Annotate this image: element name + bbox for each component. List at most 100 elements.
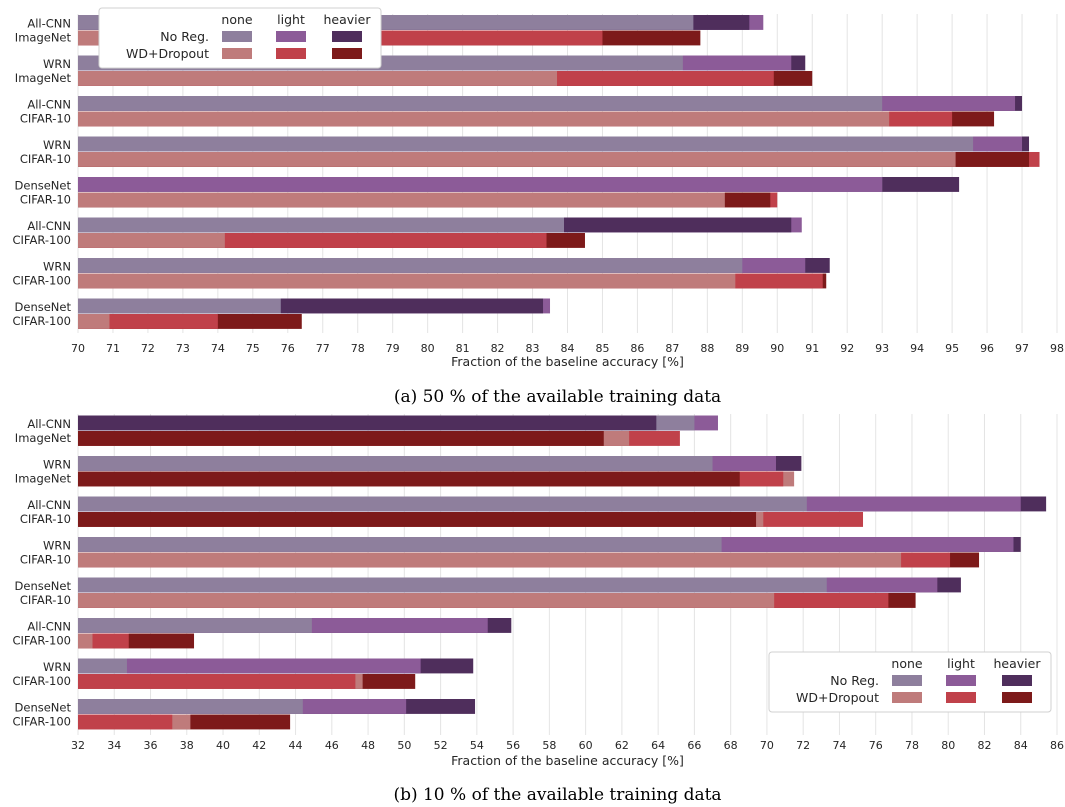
bar-noreg-none [78,496,807,512]
x-tick-label: 75 [246,342,260,355]
x-tick-label: 42 [252,739,266,752]
y-label-model: WRN [43,539,71,553]
bar-wd-none [78,273,736,289]
legend-swatch [332,48,362,59]
x-tick-label: 40 [216,739,230,752]
x-tick-label: 94 [910,342,924,355]
legend-row-label: WD+Dropout [796,690,879,705]
x-tick-label: 82 [491,342,505,355]
bar-wd-heavier [78,512,757,527]
x-tick-label: 62 [615,739,629,752]
bar-wd-none [78,152,956,167]
x-tick-label: 83 [526,342,540,355]
bar-wd-none [78,71,558,86]
x-tick-label: 72 [796,739,810,752]
y-label-dataset: ImageNet [15,31,72,45]
y-label-model: All-CNN [27,620,71,634]
bar-noreg-none [78,699,303,714]
legend-column-label: none [221,12,252,27]
bar-wd-light [78,714,173,730]
x-tick-label: 80 [421,342,435,355]
x-tick-label: 85 [595,342,609,355]
y-label-dataset: CIFAR-100 [13,715,71,729]
x-tick-label: 88 [700,342,714,355]
y-label-dataset: CIFAR-100 [13,274,71,288]
x-tick-label: 44 [289,739,303,752]
x-tick-label: 95 [945,342,959,355]
y-label-dataset: CIFAR-10 [20,512,71,526]
legend-swatch [892,692,922,703]
x-tick-label: 68 [724,739,738,752]
y-label-dataset: CIFAR-100 [13,233,71,247]
x-tick-label: 91 [805,342,819,355]
x-tick-label: 74 [832,739,846,752]
x-tick-label: 64 [651,739,665,752]
legend-row-label: WD+Dropout [126,46,209,61]
x-tick-label: 50 [397,739,411,752]
legend-swatch [946,692,976,703]
x-tick-label: 70 [760,739,774,752]
y-label-model: DenseNet [15,579,72,593]
bar-noreg-none [78,298,281,314]
x-tick-label: 34 [107,739,121,752]
legend-swatch [222,31,252,42]
bar-wd-none [78,192,725,208]
legend-swatch [276,31,306,42]
y-label-model: DenseNet [15,179,72,193]
y-label-dataset: CIFAR-10 [20,553,71,567]
bar-noreg-none [78,96,883,111]
x-tick-label: 96 [980,342,994,355]
x-tick-label: 80 [941,739,955,752]
bar-wd-light [78,314,218,329]
bar-wd-none [78,552,902,568]
legend-row-label: No Reg. [830,673,879,688]
x-tick-label: 66 [687,739,701,752]
bar-noreg-none [78,658,127,674]
bar-noreg-none [78,537,722,552]
legend-swatch [946,675,976,686]
y-label-dataset: CIFAR-100 [13,634,71,648]
bar-noreg-none [78,136,974,152]
legend-row-label: No Reg. [160,29,209,44]
x-tick-label: 54 [470,739,484,752]
bar-wd-none [78,593,775,608]
bar-wd-heavier [78,431,604,446]
y-label-model: All-CNN [27,219,71,233]
y-label-dataset: ImageNet [15,71,72,85]
x-tick-label: 89 [735,342,749,355]
y-label-model: WRN [43,660,71,674]
y-label-dataset: CIFAR-10 [20,593,71,607]
chart-panel-2: 32 34 36 38 40 42 44 46 48 50 52 54 56 58 60 62 64 66 68 70… [13,414,1064,805]
bar-wd-heavier [78,471,740,487]
x-tick-label: 81 [456,342,470,355]
y-label-model: WRN [43,458,71,472]
x-tick-label: 87 [665,342,679,355]
bar-wd-none [78,233,225,248]
x-tick-label: 52 [434,739,448,752]
x-tick-label: 73 [176,342,190,355]
y-label-dataset: CIFAR-10 [20,152,71,166]
x-tick-label: 74 [211,342,225,355]
legend-column-label: none [891,656,922,671]
y-label-model: DenseNet [15,300,72,314]
bar-noreg-none [78,577,827,593]
x-tick-label: 36 [144,739,158,752]
legend-swatch [222,48,252,59]
x-tick-label: 32 [71,739,85,752]
legend-column-label: heavier [324,12,372,27]
x-axis-label: Fraction of the baseline accuracy [%] [451,753,684,768]
bar-wd-none [78,314,110,329]
x-tick-label: 58 [542,739,556,752]
legend-swatch [1002,675,1032,686]
x-tick-label: 97 [1015,342,1029,355]
y-label-dataset: CIFAR-100 [13,314,71,328]
x-tick-label: 48 [361,739,375,752]
bar-noreg-light [78,177,883,192]
bar-noreg-none [78,456,713,471]
x-tick-label: 84 [1014,739,1028,752]
x-tick-label: 84 [561,342,575,355]
legend-column-label: light [947,656,975,671]
legend: none light heavier No Reg. WD+Dropout [768,651,1052,713]
x-tick-label: 70 [71,342,85,355]
